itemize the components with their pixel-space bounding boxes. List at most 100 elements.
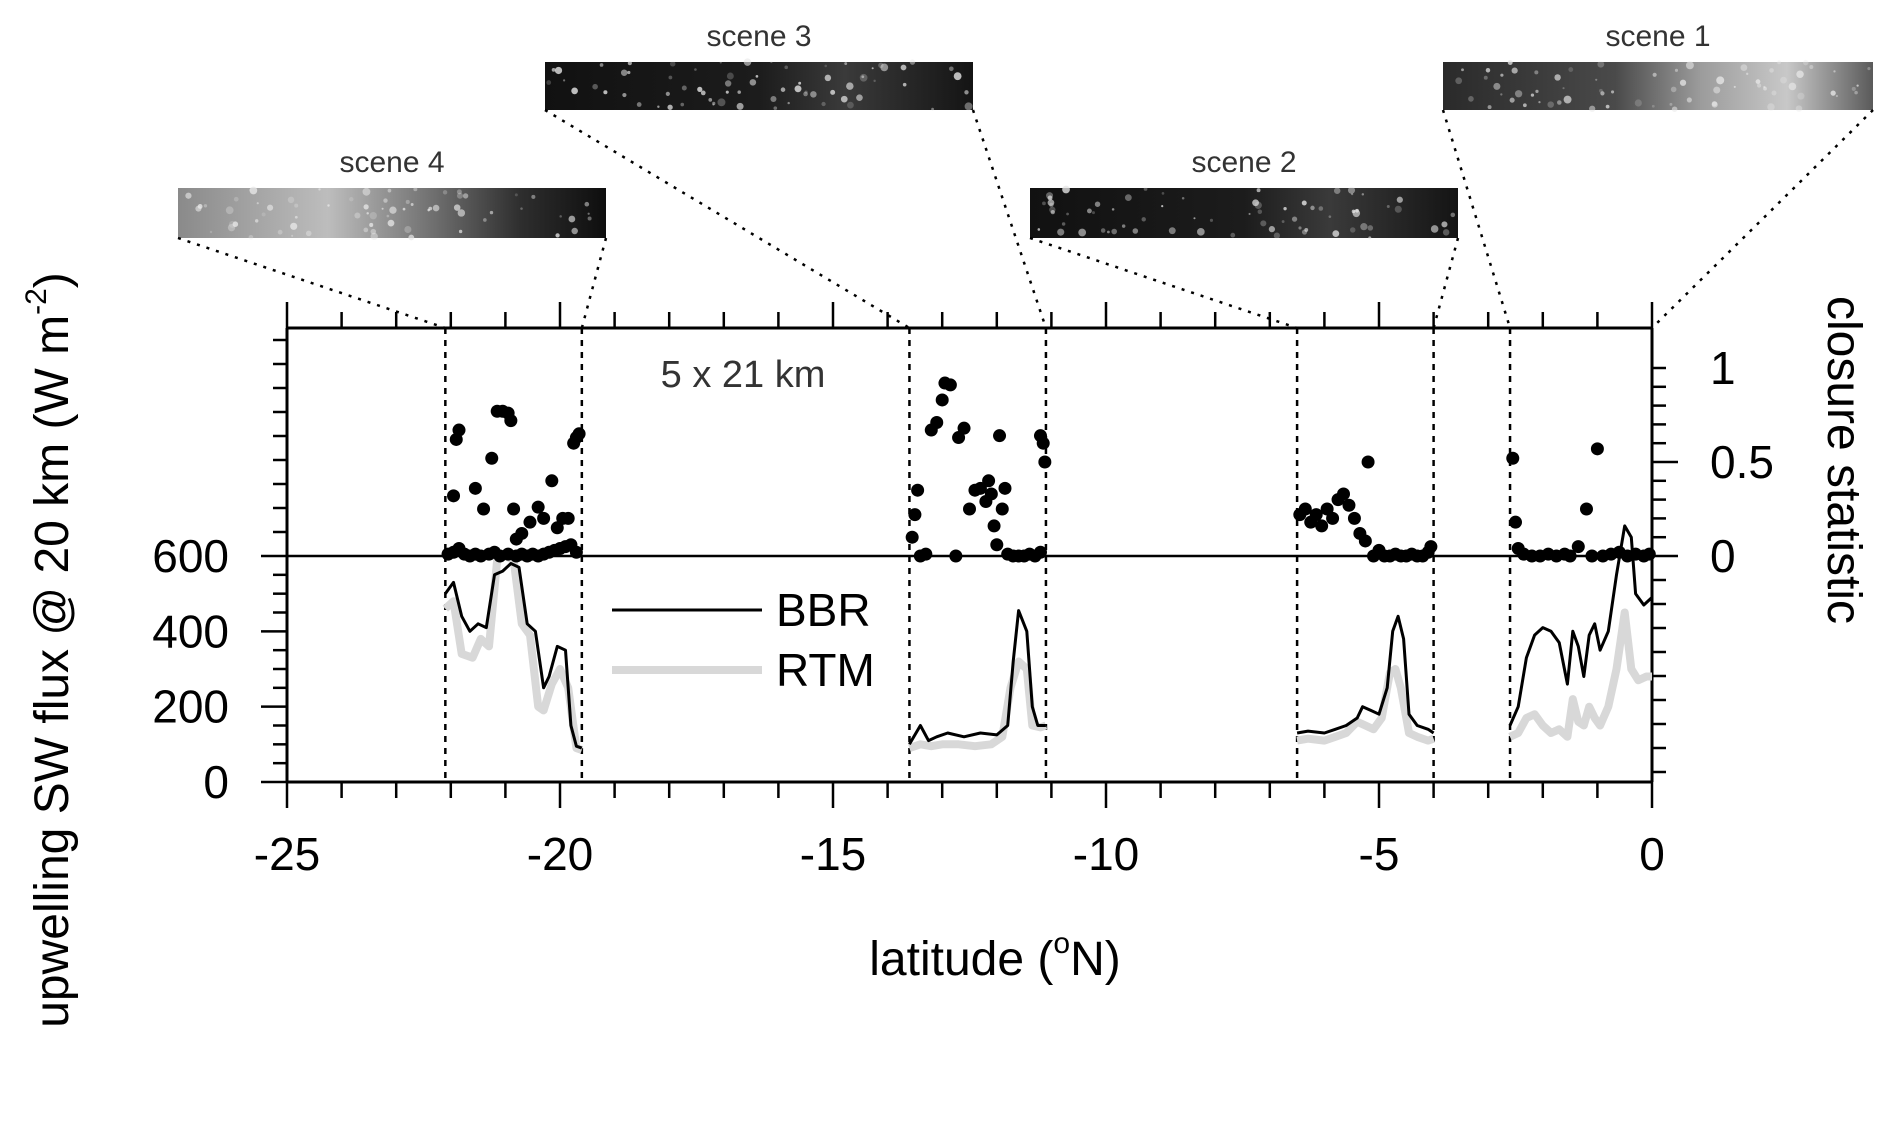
scene-texture — [413, 187, 418, 192]
scene-texture — [1086, 208, 1092, 214]
scene-texture — [620, 69, 628, 76]
scene-texture — [402, 207, 406, 211]
closure-point — [1358, 534, 1372, 548]
scene-texture — [830, 89, 836, 95]
scene-texture — [668, 75, 673, 80]
legend-label-bbr: BBR — [776, 584, 871, 636]
scene-texture — [408, 234, 415, 241]
scene-label: scene 3 — [706, 20, 811, 53]
scene-texture — [1769, 68, 1774, 73]
scene-texture — [354, 212, 361, 219]
scene-image — [545, 62, 973, 110]
scene-texture — [546, 80, 552, 85]
scene-texture — [1651, 104, 1655, 108]
scene-texture — [1283, 206, 1287, 211]
rtm-series-line — [908, 657, 1048, 752]
scene-texture — [846, 82, 854, 90]
scene-texture — [1273, 232, 1280, 239]
scene-texture — [1522, 103, 1527, 108]
scene-texture — [1493, 82, 1501, 90]
scene-texture — [712, 103, 715, 106]
scene-texture — [1757, 83, 1762, 88]
closure-point — [545, 474, 559, 488]
closure-point — [1342, 498, 1356, 512]
scene-texture — [1485, 68, 1491, 73]
bbr-series-line — [444, 562, 583, 750]
scene-texture — [1351, 209, 1356, 214]
scene-texture — [1468, 96, 1474, 102]
y-tick-label-right: 0 — [1710, 530, 1736, 582]
scene-texture — [1713, 86, 1721, 94]
closure-point — [1326, 511, 1340, 525]
scene-texture — [1268, 226, 1276, 233]
scene-texture — [1450, 212, 1456, 218]
scene-texture — [1347, 186, 1356, 194]
scene-texture — [287, 196, 295, 204]
scene-texture — [592, 83, 598, 90]
scene-texture — [1634, 99, 1642, 107]
scene-texture — [953, 72, 962, 81]
scene-texture — [1111, 208, 1115, 211]
scene-texture — [1562, 87, 1565, 90]
scene-texture — [798, 81, 802, 85]
scene-texture — [410, 203, 414, 206]
scene-texture — [1298, 226, 1302, 230]
scene-texture — [1442, 229, 1450, 236]
scene-texture — [840, 95, 848, 103]
scene-texture — [554, 66, 563, 75]
scene-texture — [1563, 95, 1572, 104]
scene-texture — [1042, 201, 1046, 206]
scene-texture — [1511, 67, 1518, 74]
closure-point — [523, 515, 537, 529]
rtm-series-line — [1296, 665, 1435, 745]
scene-texture — [1534, 70, 1539, 75]
scene-texture — [387, 188, 392, 193]
scene-texture — [787, 101, 790, 105]
scene-texture — [248, 188, 252, 192]
scene-connector-line — [1029, 236, 1298, 330]
scene-texture — [456, 192, 464, 199]
scene-texture — [681, 85, 687, 91]
scene-texture — [680, 102, 685, 107]
scene-texture — [370, 232, 378, 241]
scene-image — [1443, 62, 1873, 110]
scene-texture — [1500, 73, 1504, 77]
scene-texture — [277, 229, 283, 235]
scene-texture — [232, 221, 239, 227]
scene-connector-line — [971, 109, 1048, 329]
scene-texture — [405, 199, 410, 204]
scene-texture — [1291, 216, 1298, 222]
scene-texture — [1777, 60, 1781, 65]
y-axis-title-right: closure statistic — [1817, 296, 1870, 624]
scene-texture — [1368, 236, 1372, 240]
scene-texture — [1455, 77, 1463, 85]
scene-texture — [489, 210, 494, 215]
closure-point — [1315, 519, 1329, 533]
scene-texture — [291, 234, 294, 237]
scene-texture — [427, 208, 430, 212]
closure-point — [1036, 436, 1050, 450]
scene-texture — [290, 222, 298, 230]
scene-texture — [587, 212, 590, 215]
scene-texture — [203, 204, 208, 208]
scene-texture — [964, 90, 969, 95]
scene-texture — [725, 90, 729, 94]
scene-texture — [587, 216, 592, 221]
scene-texture — [1332, 230, 1340, 238]
scene-texture — [1652, 72, 1657, 77]
scene-texture — [233, 196, 239, 202]
scene-texture — [902, 82, 907, 87]
scene-texture — [225, 206, 234, 215]
scene-texture — [949, 66, 954, 72]
closure-point — [537, 511, 551, 525]
scene-texture — [1367, 225, 1374, 231]
scene-texture — [1711, 101, 1718, 107]
closure-point — [569, 545, 583, 559]
scene-texture — [453, 204, 461, 211]
scene-texture — [389, 206, 397, 214]
scene-label: scene 4 — [339, 146, 444, 179]
scene-texture — [1094, 201, 1101, 207]
scene-texture — [770, 60, 773, 64]
scene-texture — [627, 70, 631, 75]
